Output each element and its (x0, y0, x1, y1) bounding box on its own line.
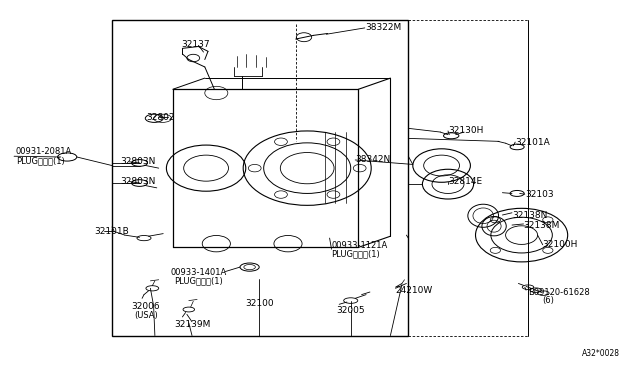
Text: B09120-61628: B09120-61628 (528, 288, 589, 296)
Text: 00933-1121A: 00933-1121A (332, 241, 388, 250)
Text: 38322M: 38322M (365, 23, 401, 32)
Text: (USA): (USA) (134, 311, 158, 320)
Text: A32*0028: A32*0028 (582, 349, 620, 358)
Text: 24210W: 24210W (396, 286, 433, 295)
Text: 32137: 32137 (181, 40, 209, 49)
Text: PLUGプラグ(1): PLUGプラグ(1) (16, 156, 65, 165)
Text: 32138N: 32138N (512, 211, 547, 219)
Text: 32803N: 32803N (120, 157, 156, 166)
Text: 32814E: 32814E (448, 177, 482, 186)
Text: 32138M: 32138M (524, 221, 560, 230)
Text: PLUGプラグ(1): PLUGプラグ(1) (174, 276, 223, 285)
Text: 32101B: 32101B (95, 227, 129, 236)
Text: 32006: 32006 (132, 302, 160, 311)
Text: 32100: 32100 (245, 299, 273, 308)
Text: 32130H: 32130H (448, 126, 483, 135)
Text: 32005: 32005 (337, 306, 365, 315)
Text: 00931-2081A: 00931-2081A (16, 147, 72, 156)
Text: 32139M: 32139M (174, 320, 210, 329)
Text: (6): (6) (543, 296, 555, 305)
Text: PLUGプラグ(1): PLUGプラグ(1) (332, 249, 380, 258)
Text: 32803N: 32803N (120, 177, 156, 186)
Text: 32802: 32802 (146, 113, 175, 122)
Text: 32101A: 32101A (515, 138, 550, 147)
Bar (112, 20, 408, 336)
Text: 32100H: 32100H (543, 240, 578, 249)
Text: 32103: 32103 (525, 190, 554, 199)
Text: 38342N: 38342N (355, 155, 390, 164)
Text: 00933-1401A: 00933-1401A (170, 268, 227, 277)
